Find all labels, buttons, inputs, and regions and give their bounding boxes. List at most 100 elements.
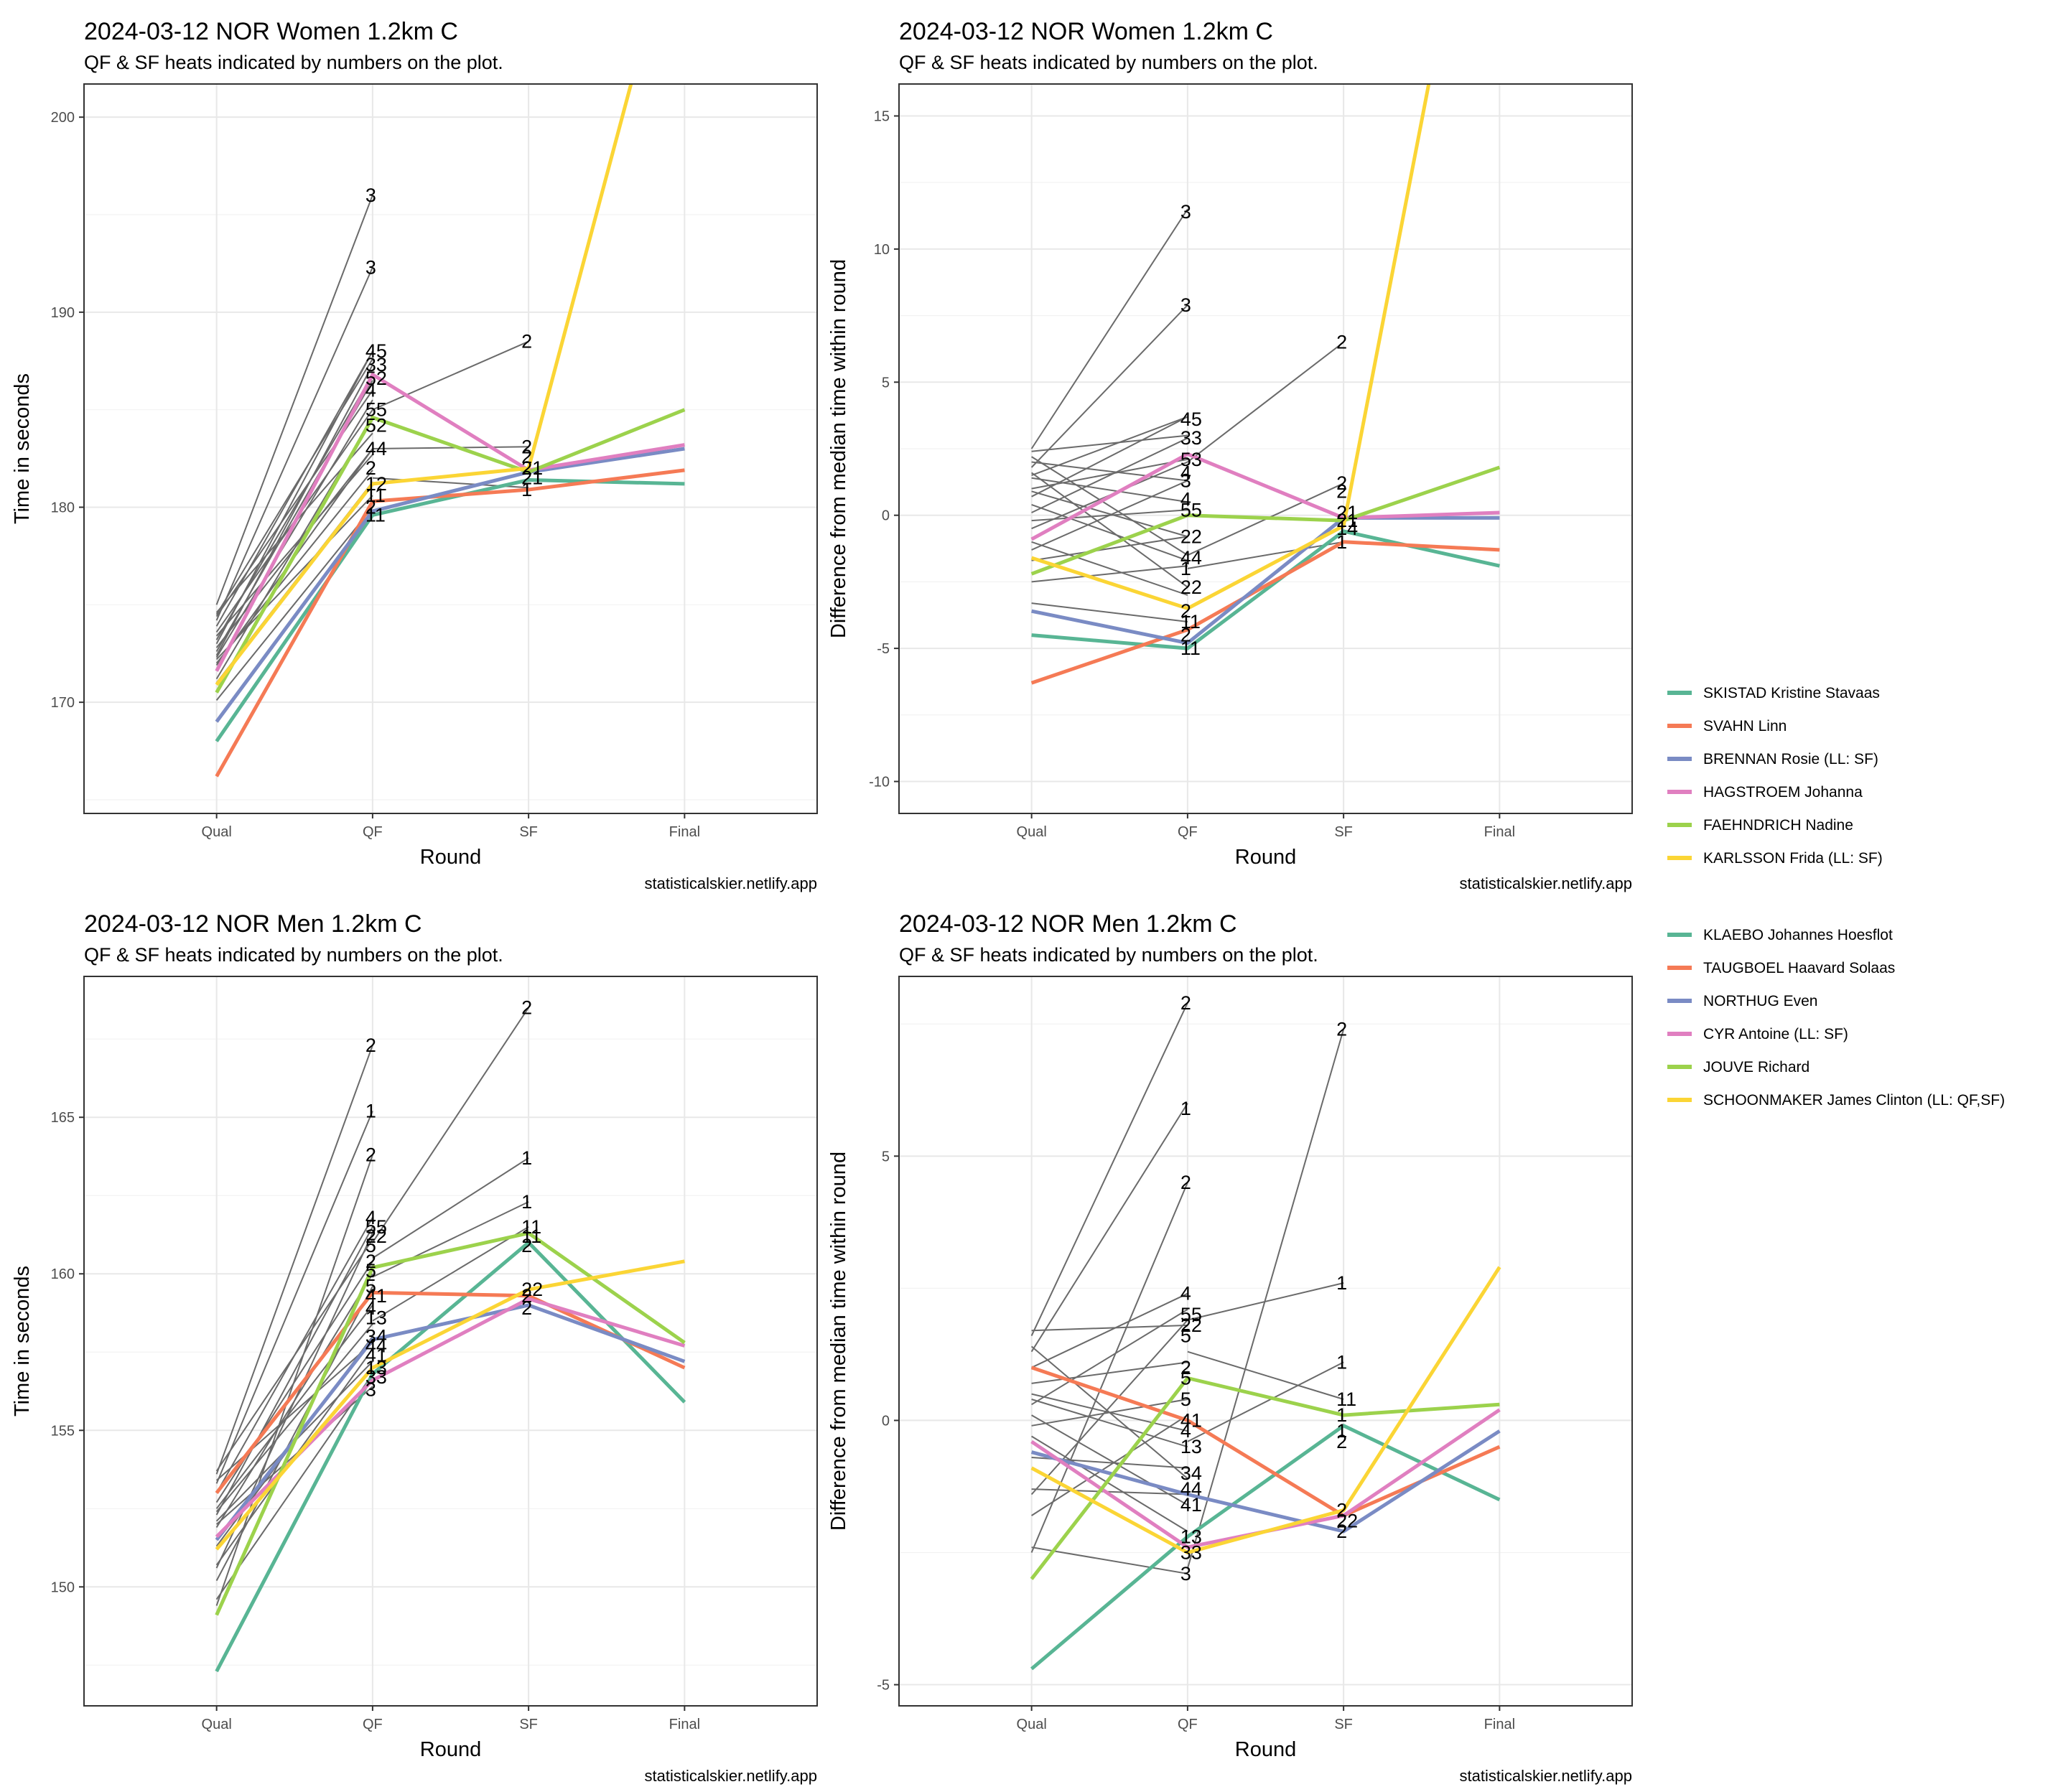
athlete-line: [1031, 458, 1188, 490]
x-tick-label: QF: [1178, 824, 1198, 840]
chart-title: 2024-03-12 NOR Men 1.2km C: [899, 910, 1237, 938]
heat-label: 44: [365, 1335, 387, 1357]
athlete-line: [1031, 477, 1188, 503]
x-tick-label: QF: [363, 824, 383, 840]
athlete-line: [215, 1286, 373, 1582]
athlete-line: [1031, 434, 1188, 452]
heat-label: 45: [1180, 409, 1202, 430]
y-tick-label: 15: [874, 108, 890, 124]
x-tick-label: Qual: [202, 824, 232, 840]
heat-label: 13: [1180, 1436, 1202, 1457]
athlete-line: [215, 266, 373, 621]
x-axis-label: Round: [420, 846, 481, 869]
series-line-svahn: [1030, 540, 1500, 685]
athlete-line: [1187, 1282, 1344, 1321]
athlete-line: [215, 358, 373, 615]
heat-label: 22: [1180, 526, 1202, 547]
y-tick-label: 5: [882, 375, 890, 391]
plot-background: [84, 84, 817, 813]
series-line-karlsson: [215, 84, 633, 686]
panel-border: [83, 83, 818, 814]
heat-label: 2: [1180, 992, 1191, 1014]
series-line-skistad: [215, 478, 685, 742]
heat-label: 34: [1180, 1462, 1202, 1484]
heat-label: 22: [1180, 577, 1202, 598]
heat-label: 12: [365, 473, 387, 495]
chart-title: 2024-03-12 NOR Women 1.2km C: [899, 18, 1273, 45]
heat-label: 53: [1180, 449, 1202, 470]
y-tick-label: -10: [869, 775, 890, 790]
heat-label: 2: [521, 997, 532, 1019]
athlete-line: [1031, 1292, 1188, 1368]
heat-label: 22: [1180, 1315, 1202, 1336]
heat-label: 11: [365, 485, 386, 506]
athlete-line: [1186, 1029, 1345, 1569]
heat-label: 55: [1180, 499, 1202, 521]
legend-label: KLAEBO Johannes Hoesflot: [1703, 927, 1893, 943]
athlete-line: [215, 454, 373, 637]
athlete-line: [1031, 456, 1188, 556]
y-tick-label: 155: [51, 1423, 75, 1439]
heat-label: 2: [1336, 1521, 1347, 1542]
legend-label: FAEHNDRICH Nadine: [1703, 817, 1853, 834]
heat-label: 55: [365, 1216, 387, 1238]
heat-label: 41: [365, 1285, 387, 1307]
heat-label: 1: [1336, 531, 1347, 553]
plot-background: [899, 976, 1632, 1706]
x-tick-label: Final: [669, 824, 700, 840]
heat-label: 2: [365, 457, 376, 479]
athlete-line: [1031, 1414, 1188, 1506]
series-line-northug: [1030, 1429, 1501, 1534]
y-tick-label: 160: [51, 1266, 75, 1282]
heat-label: 22: [521, 1279, 543, 1300]
x-tick-label: SF: [1334, 1717, 1353, 1732]
heat-label: 22: [365, 1226, 387, 1247]
y-tick-label: 200: [51, 110, 75, 126]
y-tick-label: 0: [882, 1413, 890, 1429]
athlete-line: [1030, 1182, 1188, 1553]
x-tick-label: SF: [519, 1717, 538, 1732]
heat-label: 1: [1180, 1098, 1191, 1119]
y-tick-label: 165: [51, 1110, 75, 1126]
athlete-line: [1031, 437, 1188, 513]
y-tick-label: 10: [874, 242, 890, 258]
heat-label: 3: [365, 1379, 376, 1401]
heat-label: 1: [1336, 1420, 1347, 1442]
heat-label: 3: [1180, 201, 1191, 223]
athlete-line: [215, 1238, 373, 1472]
heat-label: 4: [1180, 1283, 1191, 1305]
y-axis-label: Difference from median time within round: [827, 259, 850, 638]
x-axis-label: Round: [1235, 1738, 1296, 1761]
athlete-line: [215, 1045, 373, 1475]
heat-label: 21: [1336, 502, 1358, 523]
athlete-line: [372, 340, 529, 411]
athlete-line: [1031, 1308, 1188, 1406]
athlete-line: [1031, 1414, 1188, 1516]
heat-label: 41: [365, 1345, 387, 1366]
heat-label: 1: [521, 1191, 532, 1213]
athlete-line: [215, 1305, 373, 1509]
heat-label: 2: [1336, 1431, 1347, 1452]
heat-label: 13: [365, 1307, 387, 1328]
heat-label: 1: [365, 1101, 376, 1122]
heat-label: 44: [1180, 547, 1202, 569]
athlete-line: [372, 1007, 529, 1243]
x-tick-label: Final: [669, 1717, 700, 1732]
heat-label: 13: [1180, 1526, 1202, 1547]
chart-title: 2024-03-12 NOR Women 1.2km C: [84, 18, 458, 45]
panel-border: [898, 83, 1633, 814]
heat-label: 11: [1180, 611, 1201, 633]
athlete-line: [1031, 1488, 1188, 1495]
heat-label: 2: [1336, 472, 1347, 494]
source-credit: statisticalskier.netlify.app: [645, 1767, 817, 1785]
athlete-line: [1030, 1002, 1188, 1337]
heat-label: 2: [1180, 1357, 1191, 1378]
athlete-line: [215, 506, 373, 701]
athlete-line: [1031, 602, 1188, 622]
heat-label: 44: [1180, 1478, 1202, 1500]
heat-label: 2: [1336, 1019, 1347, 1040]
heat-label: 4: [365, 1297, 376, 1319]
x-tick-label: SF: [519, 824, 538, 840]
